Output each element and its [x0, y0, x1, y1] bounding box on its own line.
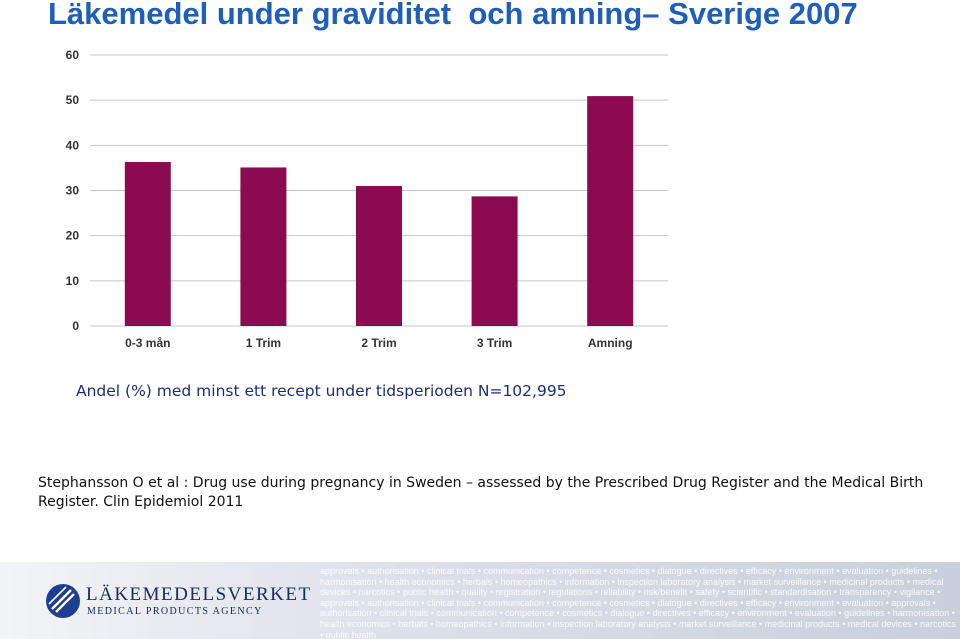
bar [356, 185, 402, 326]
x-axis-ticks: 0-3 mån 1 Trim 2 Trim 3 Trim Amning [125, 336, 632, 350]
footer-word-cloud: approvals • authorisation • clinical tri… [320, 566, 956, 638]
x-tick-label: 0-3 mån [125, 336, 170, 350]
bar [240, 167, 287, 326]
y-tick-label: 10 [66, 274, 80, 288]
slide-title: Läkemedel under graviditet och amning– S… [48, 0, 858, 31]
y-tick-label: 30 [66, 184, 80, 198]
bars [124, 96, 634, 326]
bar-chart: 0 10 20 30 40 50 60 0-3 mån 1 Trim 2 Trim 3 Trim A… [66, 48, 668, 350]
reference-citation: Stephansson O et al : Drug use during pr… [38, 475, 924, 510]
chart-caption: Andel (%) med minst ett recept under tid… [76, 382, 567, 400]
y-tick-label: 20 [66, 229, 80, 243]
footer-banner: approvals • authorisation • clinical tri… [0, 562, 960, 639]
bar [471, 196, 518, 326]
x-tick-label: 3 Trim [477, 336, 512, 350]
x-tick-label: Amning [588, 336, 633, 350]
y-axis-ticks: 0 10 20 30 40 50 60 [66, 48, 80, 333]
bar [587, 96, 634, 326]
bar [124, 162, 171, 326]
agency-logo-icon [46, 584, 80, 618]
y-tick-label: 0 [72, 319, 79, 333]
footer-background [0, 562, 960, 639]
y-tick-label: 40 [66, 138, 80, 152]
x-tick-label: 2 Trim [361, 336, 396, 350]
y-tick-label: 50 [66, 93, 80, 107]
agency-subtitle: MEDICAL PRODUCTS AGENCY [87, 606, 263, 617]
x-tick-label: 1 Trim [246, 336, 281, 350]
y-tick-label: 60 [66, 48, 80, 62]
agency-name: LÄKEMEDELSVERKET [86, 584, 312, 605]
